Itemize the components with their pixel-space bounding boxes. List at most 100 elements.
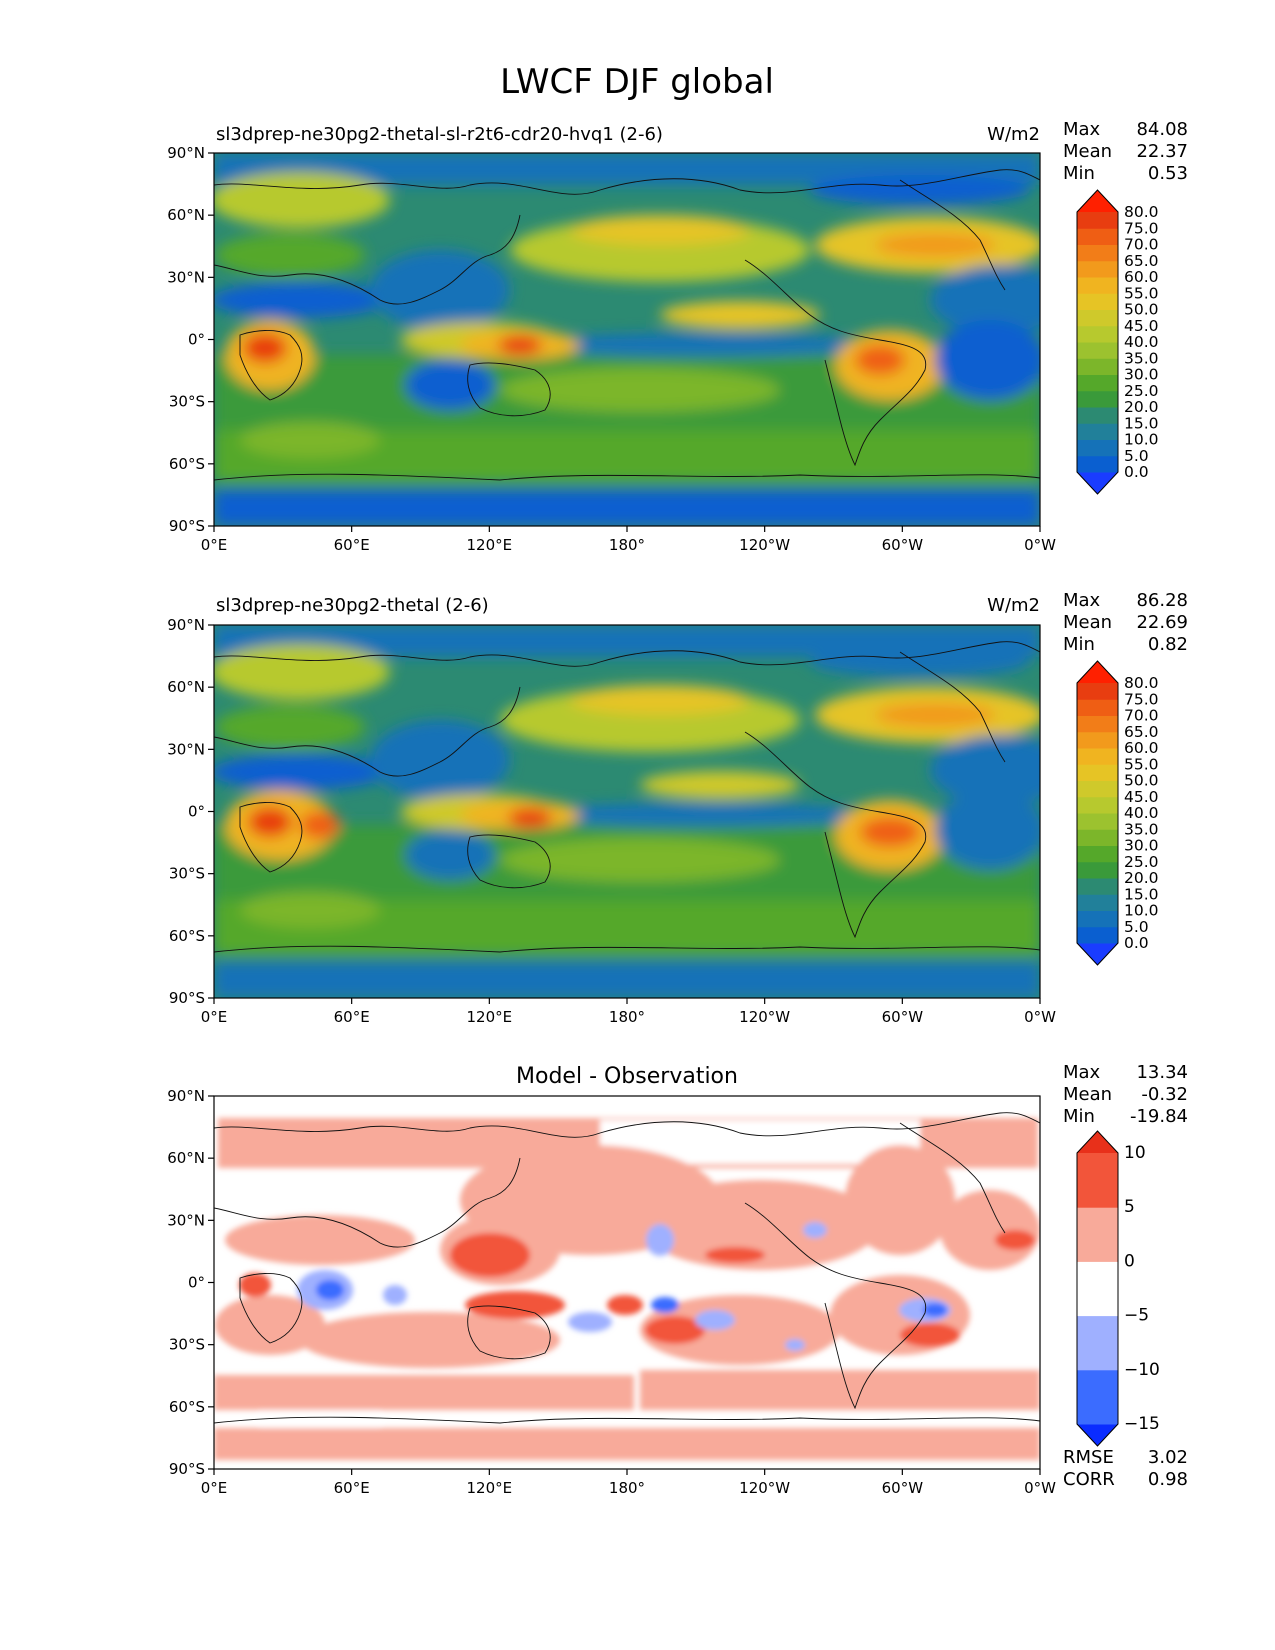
colorbar-band [1077, 244, 1118, 262]
coastlines [214, 641, 1040, 953]
colorbar-extend-low [1077, 943, 1118, 965]
colorbar-label: 45.0 [1124, 317, 1159, 335]
colorbar-extend-high [1077, 190, 1118, 212]
lat-tick-label: 30°S [169, 393, 205, 411]
colorbar-band [1077, 1261, 1118, 1317]
lon-tick-label: 120°E [467, 1479, 513, 1497]
stat-mean-label: Mean [1063, 141, 1112, 162]
colorbar-extend-low [1077, 1424, 1118, 1446]
colorbar-label: 70.0 [1124, 707, 1159, 725]
colorbar-band [1077, 829, 1118, 846]
lon-tick-label: 120°E [467, 536, 513, 554]
panel-1-colorbar: 80.075.070.065.060.055.050.045.040.035.0… [1076, 189, 1159, 495]
stat-max-value: 13.34 [1136, 1062, 1188, 1083]
lat-tick-label: 30°N [167, 268, 205, 286]
panel-3: Model - Observation Max 13.34 Mean -0.32… [167, 1062, 1188, 1497]
lat-tick-label: 90°S [169, 1460, 205, 1478]
colorbar-band [1077, 861, 1118, 879]
lon-tick-label: 120°W [739, 1479, 790, 1497]
figure-title: LWCF DJF global [500, 62, 774, 102]
panel-2-stats: Max 86.28 Mean 22.69 Min 0.82 [1063, 590, 1188, 655]
stat-mean-value: 22.37 [1136, 141, 1188, 162]
colorbar-band [1077, 796, 1118, 814]
lat-tick-label: 0° [188, 331, 205, 349]
colorbar-label: 0.0 [1124, 934, 1149, 952]
lat-tick-label: 30°N [167, 1211, 205, 1229]
lat-tick-label: 0° [188, 803, 205, 821]
colorbar-band [1077, 715, 1118, 733]
panel-3-footer-stats: RMSE 3.02 CORR 0.98 [1063, 1447, 1188, 1490]
stat-max-label: Max [1063, 119, 1101, 140]
colorbar-label: 5 [1124, 1197, 1135, 1217]
lat-tick-label: 90°N [167, 1087, 205, 1105]
lat-tick-label: 60°N [167, 678, 205, 696]
colorbar-band [1077, 407, 1118, 424]
panel-1-lon-ticks: 0°E 60°E 120°E 180° 120°W 60°W 0°W [201, 526, 1056, 554]
lon-tick-label: 60°W [882, 536, 924, 554]
panel-1-stats: Max 84.08 Mean 22.37 Min 0.53 [1063, 119, 1188, 184]
colorbar-label: 40.0 [1124, 804, 1159, 822]
lat-tick-label: 90°N [167, 616, 205, 634]
stat-min-value: 0.53 [1148, 163, 1188, 184]
colorbar-band [1077, 731, 1118, 749]
colorbar-extend-high [1077, 1131, 1118, 1153]
lat-tick-label: 60°N [167, 206, 205, 224]
lat-tick-label: 60°N [167, 1149, 205, 1167]
stat-max-value: 84.08 [1136, 119, 1188, 140]
lon-tick-label: 120°W [739, 1008, 790, 1026]
lon-tick-label: 120°E [467, 1008, 513, 1026]
colorbar-label: 40.0 [1124, 333, 1159, 351]
lon-tick-label: 60°E [334, 1479, 370, 1497]
colorbar-band [1077, 374, 1118, 392]
lat-tick-label: 60°S [169, 455, 205, 473]
stat-min-label: Min [1063, 634, 1095, 655]
stat-mean-value: 22.69 [1136, 612, 1188, 633]
lat-tick-label: 0° [188, 1274, 205, 1292]
lon-tick-label: 0°E [201, 1479, 228, 1497]
colorbar-band [1077, 1369, 1118, 1425]
lon-tick-label: 60°E [334, 1008, 370, 1026]
colorbar-band [1077, 894, 1118, 911]
lat-tick-label: 60°S [169, 927, 205, 945]
colorbar-band [1077, 358, 1118, 375]
panel-1-units: W/m2 [987, 124, 1040, 145]
lon-tick-label: 60°W [882, 1479, 924, 1497]
lon-tick-label: 180° [609, 1479, 645, 1497]
lon-tick-label: 0°E [201, 1008, 228, 1026]
colorbar-label: 80.0 [1124, 674, 1159, 692]
lon-tick-label: 60°E [334, 536, 370, 554]
stat-rmse-label: RMSE [1063, 1447, 1114, 1468]
stat-max-value: 86.28 [1136, 590, 1188, 611]
colorbar-band [1077, 683, 1118, 700]
colorbar-label: 65.0 [1124, 252, 1159, 270]
colorbar-label: −15 [1124, 1414, 1160, 1434]
colorbar-band [1077, 910, 1118, 928]
colorbar-band [1077, 780, 1118, 798]
stat-min-label: Min [1063, 1106, 1095, 1127]
stat-mean-label: Mean [1063, 612, 1112, 633]
colorbar-extend-high [1077, 661, 1118, 683]
colorbar-label: 80.0 [1124, 203, 1159, 221]
panel-1-map [214, 153, 1040, 526]
colorbar-label: 25.0 [1124, 382, 1159, 400]
lat-tick-label: 90°S [169, 989, 205, 1007]
panel-1: sl3dprep-ne30pg2-thetal-sl-r2t6-cdr20-hv… [167, 119, 1188, 554]
colorbar-label: 30.0 [1124, 366, 1159, 384]
colorbar-band [1077, 813, 1118, 830]
colorbar-label: 20.0 [1124, 869, 1159, 887]
colorbar-label: 35.0 [1124, 349, 1159, 367]
panel-3-title: Model - Observation [516, 1064, 738, 1089]
panel-3-lon-ticks: 0°E 60°E 120°E 180° 120°W 60°W 0°W [201, 1469, 1056, 1497]
lon-tick-label: 0°W [1024, 1008, 1056, 1026]
colorbar-label: 50.0 [1124, 301, 1159, 319]
colorbar-band [1077, 699, 1118, 716]
colorbar-label: 75.0 [1124, 219, 1159, 237]
colorbar-label: −10 [1124, 1360, 1160, 1380]
panel-2: sl3dprep-ne30pg2-thetal (2-6) W/m2 Max 8… [167, 590, 1188, 1026]
colorbar-band [1077, 228, 1118, 245]
colorbar-band [1077, 260, 1118, 278]
colorbar-band [1077, 845, 1118, 863]
panel-2-map [214, 625, 1040, 998]
lat-tick-label: 90°N [167, 144, 205, 162]
panel-2-units: W/m2 [987, 595, 1040, 616]
